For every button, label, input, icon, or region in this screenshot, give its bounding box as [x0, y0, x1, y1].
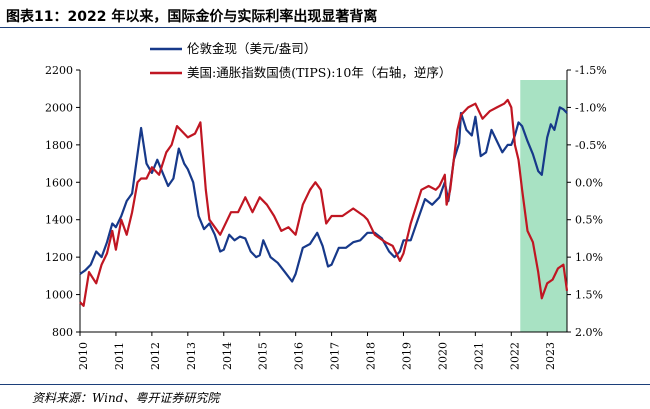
legend-label-gold: 伦敦金现（美元/盎司）	[187, 41, 316, 56]
x-tick-label: 2014	[221, 342, 234, 370]
y-left-tick-label: 800	[52, 326, 73, 339]
y-right-tick-labels: -1.5% -1.0% -0.5% 0.0% 0.5% 1.0% 1.5% 2.0%	[575, 64, 607, 339]
y-right-tick-label: 1.5%	[575, 289, 603, 302]
y-left-tick-label: 1000	[45, 289, 73, 302]
source-note: 资料来源：Wind、粤开证券研究院	[32, 391, 220, 405]
x-tick-label: 2010	[77, 342, 90, 370]
legend-label-tips: 美国:通胀指数国债(TIPS):10年（右轴，逆序）	[187, 65, 451, 80]
y-right-tick-label: 0.0%	[575, 176, 603, 189]
x-tick-label: 2012	[149, 342, 162, 370]
axes	[76, 69, 571, 336]
y-left-tick-label: 1400	[45, 214, 73, 227]
y-right-tick-label: 2.0%	[575, 326, 603, 339]
x-tick-labels: 2010 2011 2012 2013 2014 2015 2016 2017 2018 2019…	[77, 342, 557, 370]
legend: 伦敦金现（美元/盎司） 美国:通胀指数国债(TIPS):10年（右轴，逆序）	[150, 41, 451, 80]
y-left-tick-label: 2200	[45, 64, 73, 77]
y-left-tick-label: 1200	[45, 251, 73, 264]
x-tick-label: 2021	[472, 342, 485, 370]
tips-yield-line	[79, 98, 569, 307]
x-tick-label: 2019	[400, 342, 413, 370]
y-right-tick-label: 1.0%	[575, 251, 603, 264]
chart-canvas: 2010 2011 2012 2013 2014 2015 2016 2017 2018 2019…	[45, 41, 607, 370]
x-tick-label: 2015	[257, 342, 270, 370]
y-right-tick-label: 0.5%	[575, 214, 603, 227]
y-right-tick-label: -0.5%	[575, 139, 607, 152]
y-right-tick-label: -1.5%	[575, 64, 607, 77]
y-left-tick-label: 2000	[45, 101, 73, 114]
x-tick-label: 2013	[185, 342, 198, 370]
x-tick-label: 2017	[329, 342, 342, 370]
series-lines	[79, 98, 569, 307]
chart-title: 图表11：2022 年以来，国际金价与实际利率出现显著背离	[6, 9, 378, 25]
gold-price-line	[79, 106, 568, 283]
x-tick-label: 2011	[113, 342, 126, 370]
y-left-tick-labels: 800 1000 1200 1400 1600 1800 2000 2200	[45, 64, 73, 339]
x-tick-label: 2022	[508, 342, 521, 370]
footer-rule	[0, 384, 650, 385]
x-tick-label: 2020	[436, 342, 449, 370]
x-tick-label: 2018	[365, 342, 378, 370]
title-underline	[0, 27, 650, 28]
x-tick-label: 2016	[293, 342, 306, 370]
y-left-tick-label: 1800	[45, 139, 73, 152]
y-left-tick-label: 1600	[45, 176, 73, 189]
y-right-tick-label: -1.0%	[575, 101, 607, 114]
x-tick-label: 2023	[544, 342, 557, 370]
